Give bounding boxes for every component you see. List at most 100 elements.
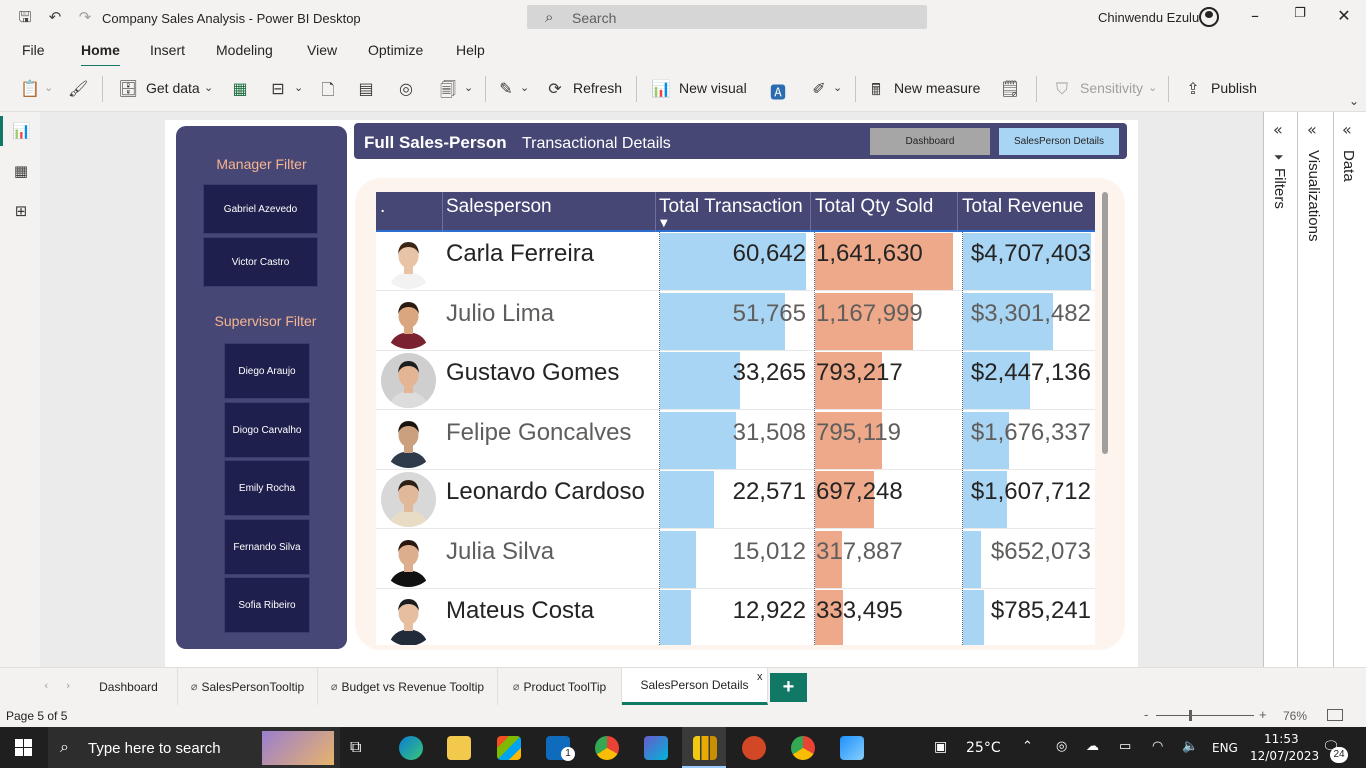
taskbar-search[interactable]: ⌕ Type here to search: [48, 727, 340, 768]
show-hidden-icons[interactable]: ⌃: [1022, 739, 1033, 754]
language-indicator[interactable]: ENG: [1212, 741, 1238, 755]
menu-optimize[interactable]: Optimize: [368, 42, 424, 58]
zoom-in-icon[interactable]: +: [1259, 707, 1267, 722]
recent-sources-button[interactable]: 🗐 ⌄: [438, 78, 476, 100]
clock-time[interactable]: 11:53: [1264, 732, 1299, 746]
volume-icon[interactable]: 🔈: [1182, 739, 1199, 754]
report-view-icon[interactable]: 📊: [12, 122, 31, 140]
zoom-slider-thumb[interactable]: [1189, 710, 1192, 721]
save-icon[interactable]: 🖫: [18, 8, 32, 26]
restore-icon[interactable]: ❐: [1294, 6, 1306, 21]
manager-option[interactable]: Gabriel Azevedo: [203, 184, 318, 234]
menu-insert[interactable]: Insert: [150, 42, 186, 58]
scroll-right-icon[interactable]: ›: [66, 679, 71, 692]
filters-pane[interactable]: « ⏷ Filters: [1263, 112, 1297, 667]
file-explorer-icon[interactable]: [447, 736, 471, 760]
meet-icon[interactable]: ◎: [1056, 739, 1068, 754]
visualizations-pane[interactable]: « Visualizations: [1297, 112, 1333, 667]
new-visual-button[interactable]: 📊 New visual: [651, 78, 751, 100]
powerpoint-icon[interactable]: [742, 736, 766, 760]
clock-date[interactable]: 12/07/2023: [1250, 749, 1320, 763]
sensitivity-button[interactable]: ⛉ Sensitivity ⌄: [1052, 78, 1162, 100]
text-box-button[interactable]: 🅰: [768, 78, 790, 102]
manager-option[interactable]: Victor Castro: [203, 237, 318, 287]
table-row[interactable]: Julio Lima 51,765 1,167,999 $3,301,482: [376, 292, 1095, 351]
page-tab-budget-vs-revenue[interactable]: ⌀ Budget vs Revenue Tooltip: [318, 668, 498, 705]
refresh-button[interactable]: ⟳ Refresh: [545, 78, 625, 100]
table-row[interactable]: Leonardo Cardoso 22,571 697,248 $1,607,712: [376, 470, 1095, 529]
page-tab-dashboard[interactable]: Dashboard: [80, 668, 178, 705]
account-icon[interactable]: [1199, 7, 1219, 27]
onedrive-icon[interactable]: ☁: [1086, 739, 1099, 754]
format-painter-button[interactable]: 🖌: [68, 78, 88, 100]
enter-data-button[interactable]: ▤: [356, 78, 378, 100]
photos-icon[interactable]: [840, 736, 864, 760]
table-view-icon[interactable]: ▦: [13, 162, 29, 180]
data-pane[interactable]: « Data: [1333, 112, 1366, 667]
scroll-left-icon[interactable]: ‹: [44, 679, 49, 692]
task-view-icon[interactable]: ⧉: [350, 737, 362, 756]
page-tab-salesperson-details[interactable]: SalesPerson Details: [622, 668, 768, 705]
table-row[interactable]: Carla Ferreira 60,642 1,641,630 $4,707,403: [376, 232, 1095, 291]
windows-start-icon[interactable]: [15, 739, 32, 756]
supervisor-option[interactable]: Sofia Ribeiro: [224, 577, 310, 633]
menu-home[interactable]: Home: [81, 42, 120, 68]
expand-filters-icon[interactable]: «: [1273, 120, 1283, 139]
zoom-slider[interactable]: [1156, 715, 1254, 716]
nav-dashboard-button[interactable]: Dashboard: [870, 128, 990, 155]
table-row[interactable]: Gustavo Gomes 33,265 793,217 $2,447,136: [376, 351, 1095, 410]
column-header-total-revenue[interactable]: Total Revenue: [962, 196, 1084, 217]
supervisor-option[interactable]: Emily Rocha: [224, 460, 310, 516]
column-header-salesperson[interactable]: Salesperson: [446, 196, 552, 217]
undo-icon[interactable]: ↶: [48, 8, 62, 26]
supervisor-option[interactable]: Fernando Silva: [224, 519, 310, 575]
sql-button[interactable]: 🗋: [318, 78, 340, 100]
new-measure-button[interactable]: 🖩 New measure: [866, 78, 986, 100]
table-row[interactable]: Julia Silva 15,012 317,887 $652,073: [376, 530, 1095, 589]
zoom-out-icon[interactable]: -: [1144, 707, 1149, 722]
page-tab-product-tooltip[interactable]: ⌀ Product ToolTip: [498, 668, 622, 705]
microsoft-store-icon[interactable]: [497, 736, 521, 760]
supervisor-option[interactable]: Diego Araujo: [224, 343, 310, 399]
close-tab-icon[interactable]: x: [757, 671, 763, 683]
table-row[interactable]: Felipe Goncalves 31,508 795,119 $1,676,337: [376, 411, 1095, 470]
transform-data-button[interactable]: ✎ ⌄: [496, 78, 532, 100]
model-view-icon[interactable]: ⊞: [14, 202, 28, 220]
expand-data-icon[interactable]: «: [1342, 120, 1352, 139]
power-bi-icon[interactable]: [693, 736, 717, 760]
chrome-icon[interactable]: [595, 736, 619, 760]
menu-file[interactable]: File: [22, 42, 45, 58]
minimize-icon[interactable]: –: [1251, 6, 1259, 25]
edge-icon[interactable]: [399, 736, 423, 760]
excel-button[interactable]: ▦: [230, 78, 252, 100]
page-tab-salespersontooltip[interactable]: ⌀ SalesPersonTooltip: [178, 668, 318, 705]
chrome-profile-icon[interactable]: [791, 736, 815, 760]
column-header-image[interactable]: .: [380, 196, 386, 217]
redo-icon[interactable]: ↷: [78, 8, 92, 26]
onelake-button[interactable]: ⊟ ⌄: [268, 78, 306, 100]
fit-to-page-icon[interactable]: [1327, 709, 1343, 721]
dataverse-button[interactable]: ◎: [396, 78, 418, 100]
supervisor-option[interactable]: Diogo Carvalho: [224, 402, 310, 458]
weather-icon[interactable]: ▣: [934, 739, 948, 755]
menu-help[interactable]: Help: [456, 42, 485, 58]
search-input[interactable]: ⌕ Search: [527, 5, 927, 29]
menu-modeling[interactable]: Modeling: [216, 42, 273, 58]
nav-salesperson-details-button[interactable]: SalesPerson Details: [999, 128, 1119, 155]
wifi-icon[interactable]: ◠: [1152, 739, 1164, 754]
column-header-total-transaction[interactable]: Total Transaction: [659, 196, 803, 217]
expand-visualizations-icon[interactable]: «: [1307, 120, 1317, 139]
close-icon[interactable]: ✕: [1337, 6, 1351, 25]
get-data-button[interactable]: 🗄 Get data ⌄: [118, 78, 218, 100]
quick-measure-button[interactable]: 🗒: [1000, 78, 1022, 100]
add-page-button[interactable]: +: [770, 673, 807, 702]
collapse-ribbon-icon[interactable]: ⌄: [1349, 94, 1360, 108]
more-visuals-button[interactable]: ✐ ⌄: [809, 78, 845, 100]
column-header-total-qty-sold[interactable]: Total Qty Sold: [815, 196, 934, 217]
table-scrollbar[interactable]: [1102, 192, 1108, 454]
battery-icon[interactable]: ▭: [1119, 739, 1132, 754]
copilot-icon[interactable]: [644, 736, 668, 760]
publish-button[interactable]: ⇪ Publish: [1183, 78, 1263, 100]
paste-button[interactable]: 📋 ⌄: [20, 78, 54, 100]
menu-view[interactable]: View: [307, 42, 338, 58]
